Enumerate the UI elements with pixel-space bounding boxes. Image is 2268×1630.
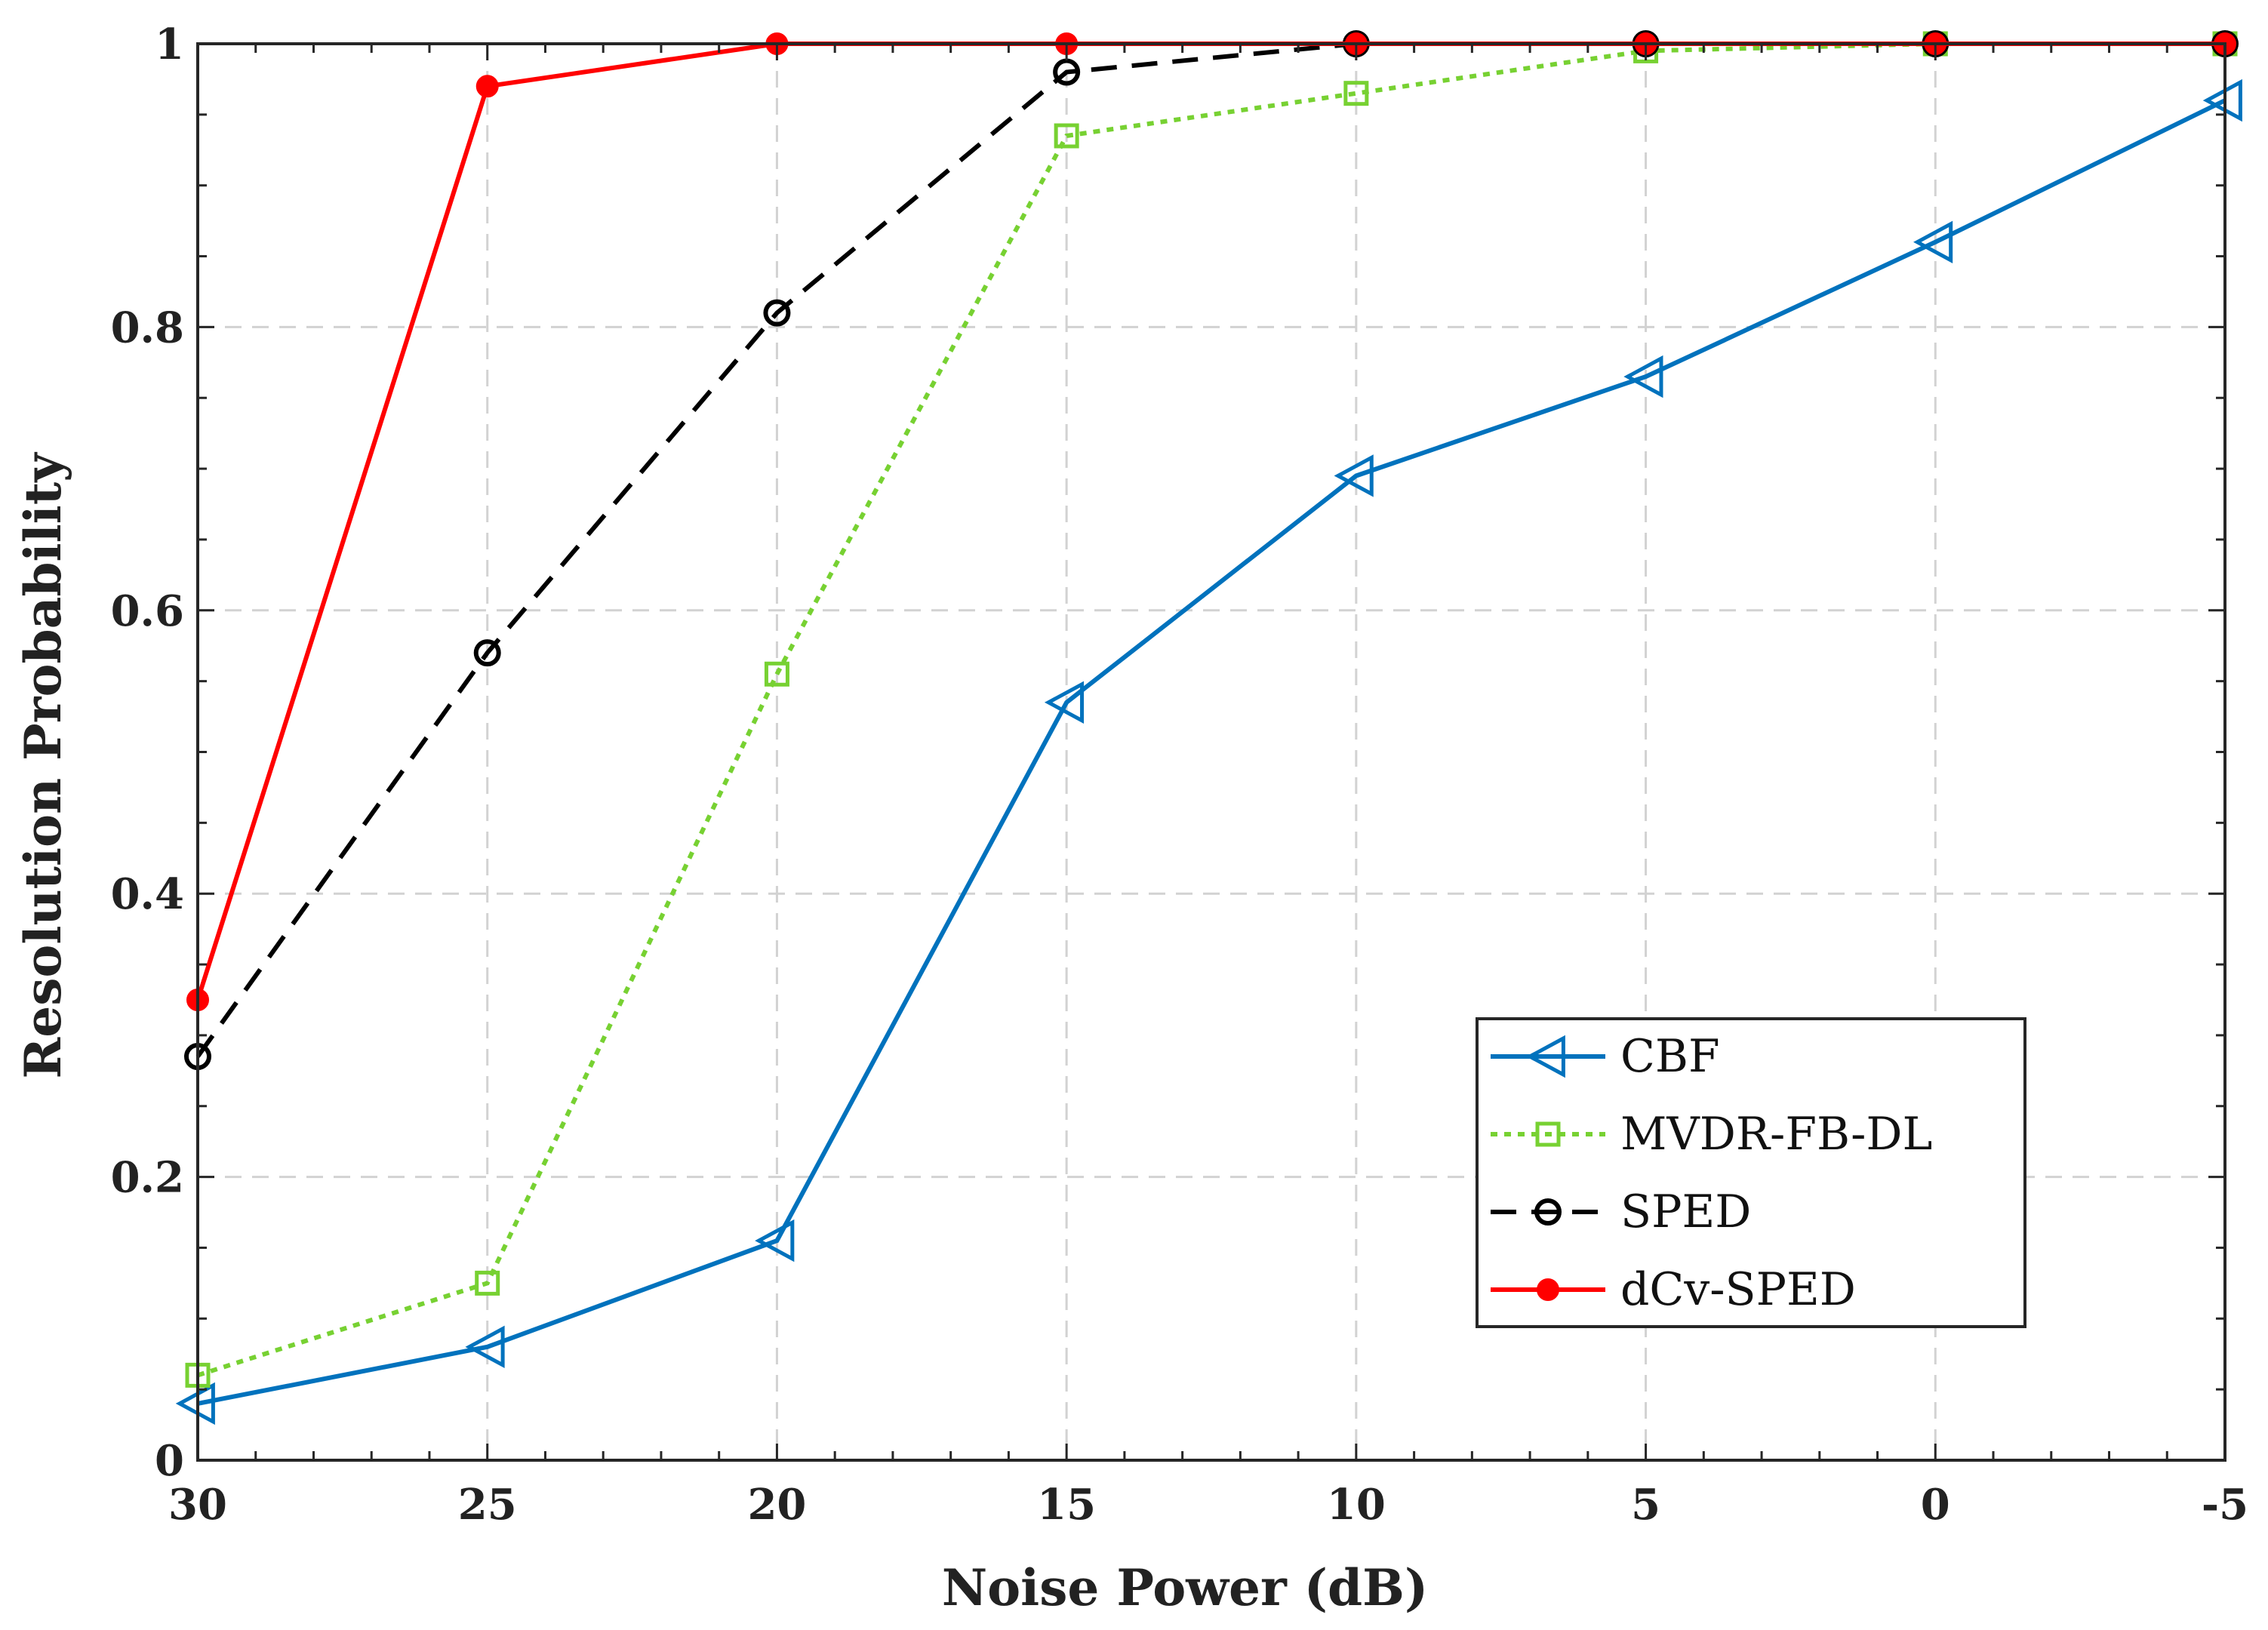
y-tick-label: 0.6 (111, 586, 184, 636)
data-point (1334, 454, 1374, 497)
legend-item: dCv-SPED (1491, 1263, 1856, 1316)
x-tick-label: 25 (458, 1480, 517, 1530)
axes-layer: 30 25 20 15 10 5 0 -5 0 0.2 0.4 0.6 0.8 1 (111, 20, 2249, 1530)
legend-label: SPED (1620, 1186, 1751, 1238)
x-tick-label: 10 (1327, 1480, 1386, 1530)
x-tick-label: 15 (1037, 1480, 1096, 1530)
data-point (1044, 681, 1085, 724)
data-point (465, 1325, 505, 1369)
data-point (473, 639, 501, 667)
data-point (1343, 81, 1369, 106)
legend-item: CBF (1491, 1030, 1720, 1083)
legend-label: CBF (1620, 1030, 1720, 1083)
x-axis-title: Noise Power (dB) (942, 1558, 1428, 1617)
labels-layer: Noise Power (dB) Resolution Probability (14, 452, 1428, 1617)
data-point (1537, 1278, 1559, 1301)
data-point (475, 1270, 500, 1296)
legend-item: SPED (1491, 1186, 1751, 1238)
legend-box (1476, 1017, 2026, 1328)
y-tick-label: 1 (155, 20, 184, 69)
y-axis-title: Resolution Probability (14, 452, 72, 1079)
data-point (1525, 1035, 1565, 1078)
data-point (1623, 355, 1663, 398)
x-tick-label: -5 (2202, 1480, 2248, 1530)
plot-frame (196, 42, 2226, 1462)
data-point (475, 75, 499, 98)
y-tick-label: 0.2 (111, 1153, 184, 1203)
x-tick-label: 5 (1631, 1480, 1660, 1530)
data-point (1534, 1198, 1562, 1226)
x-tick-label: 20 (747, 1480, 806, 1530)
legend-label: dCv-SPED (1620, 1263, 1856, 1316)
x-tick-label: 0 (1921, 1480, 1950, 1530)
data-point (755, 1219, 795, 1262)
y-tick-label: 0.8 (111, 303, 184, 352)
y-tick-label: 0.4 (111, 869, 184, 919)
y-tick-label: 0 (155, 1436, 184, 1486)
data-point (763, 299, 791, 327)
grid-layer (198, 44, 2225, 1460)
data-point (1054, 123, 1079, 149)
data-point (1053, 58, 1081, 86)
data-point (764, 661, 789, 687)
data-point (1913, 220, 1953, 263)
data-point (1535, 1121, 1561, 1147)
series-line (197, 98, 2226, 1406)
legend-label: MVDR-FB-DL (1620, 1108, 1932, 1161)
x-tick-label: 30 (168, 1480, 227, 1530)
legend: CBF MVDR-FB-DL SPED dCv-SPED (1476, 1017, 2026, 1328)
legend-item: MVDR-FB-DL (1491, 1108, 1932, 1161)
